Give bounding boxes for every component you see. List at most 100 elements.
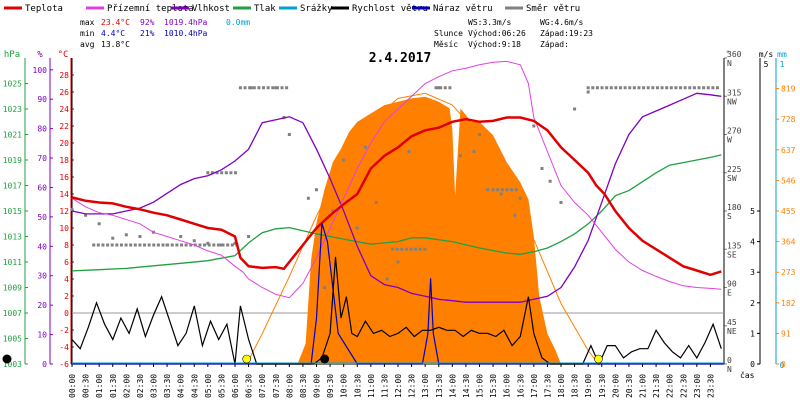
x-tick-label: 15:30 [489,374,498,398]
wind-direction-tick-label: 135 [727,241,742,250]
wind-direction-point [234,171,238,175]
wind-direction-point [437,86,441,90]
x-axis-label: čas [740,370,755,380]
x-tick-label: 03:30 [163,374,172,398]
pressure-tick-label: 1013 [3,233,22,242]
solar-tick-label: 546 [781,176,796,185]
wind-direction-point [243,86,247,90]
wind-direction-point [138,243,142,247]
wind-direction-tick-label: 0 [727,356,732,365]
sunset-marker [594,354,603,364]
right-axes: 0N45NE90E135SE180S225SW270W315NW360N0123… [724,50,796,374]
wind-direction-point [496,188,500,192]
wind-direction-point [363,145,367,149]
x-tick-label: 02:00 [122,374,131,398]
wind-direction-point [605,86,609,90]
solar-tick-label: 728 [781,115,796,124]
wind-direction-point [179,243,183,247]
x-tick-label: 18:00 [557,374,566,398]
wind-direction-tick-label: 225 [727,165,742,174]
x-tick-label: 16:30 [516,374,525,398]
wind-direction-point [586,86,590,90]
x-tick-label: 01:30 [109,374,118,398]
wind-direction-tick-dir: NW [727,97,737,106]
wind-direction-point [342,158,346,162]
x-tick-label: 06:00 [231,374,240,398]
wind-direction-point [165,243,169,247]
wind-direction-point [395,247,399,251]
ground-temperature-line [71,60,722,299]
wind-direction-point [124,243,128,247]
x-tick-label: 06:30 [245,374,254,398]
wind-speed-tick-label: 2 [750,299,755,308]
x-tick-label: 12:30 [408,374,417,398]
wind-direction-point [323,286,327,289]
wind-direction-point [651,86,655,90]
x-tick-label: 10:00 [340,374,349,398]
wind-direction-point [111,236,115,240]
temperature-tick-label: 22 [59,122,69,131]
temperature-tick-label: 26 [59,88,69,97]
sunrise-marker [242,354,251,364]
stats-max-pressure: 1019.4hPa [164,18,208,27]
wind-direction-tick-dir: N [727,365,732,374]
wind-direction-point [257,86,261,90]
wind-direction-tick-dir: SE [727,250,737,259]
x-tick-label: 08:00 [285,374,294,398]
stats-max-humidity: 92% [140,18,155,27]
legend-wind-gust: Náraz větru [433,4,493,14]
wind-speed-tick-label: 5 [750,207,755,216]
x-tick-label: 22:00 [666,374,675,398]
wind-speed-line [71,256,722,366]
wind-direction-point [595,86,599,90]
moon-label: Měsíc [434,40,458,49]
x-tick-label: 00:00 [68,374,77,398]
wind-direction-point [443,86,447,90]
legend-rain: Srážky [300,4,333,14]
x-tick-label: 17:00 [530,374,539,398]
x-tick-label: 10:30 [353,374,362,398]
rain-unit: mm [777,50,787,59]
temperature-tick-label: 10 [59,224,69,233]
temperature-tick-label: 14 [59,190,69,199]
solar-tick-label: 637 [781,146,796,155]
wind-direction-point [306,196,310,200]
x-tick-label: 23:00 [693,374,702,398]
wind-direction-point [391,247,395,251]
wind-direction-point [491,188,495,192]
x-tick-label: 04:00 [177,374,186,398]
chart-title: 2.4.2017 [369,51,432,66]
pressure-line [71,154,722,272]
wind-direction-point [434,86,438,90]
wind-direction-point [252,86,256,90]
wind-speed-tick-label: 4 [750,238,755,247]
temperature-line [71,116,722,277]
wind-direction-point [179,235,183,238]
wind-direction-point [715,86,719,90]
temperature-tick-label: 12 [59,207,69,216]
temperature-tick-label: 2 [64,292,69,301]
moon-set: Západ: [540,40,569,49]
x-tick-label: 03:00 [150,374,159,398]
wind-direction-point [248,86,252,90]
wind-direction-point [688,86,692,90]
wind-direction-point [540,167,544,170]
wind-direction-point [119,243,123,247]
moon-marker-left [2,354,12,364]
wind-direction-point [226,243,230,247]
wind-direction-point [287,133,291,136]
wind-speed-unit: m/s [759,50,774,59]
wind-direction-point [618,86,622,90]
sun-rise: Východ:06:26 [468,29,526,38]
wind-direction-point [220,171,224,175]
wind-direction-point [212,243,216,247]
temperature-tick-label: 0 [64,309,69,318]
wind-direction-point [439,86,443,90]
wind-direction-tick-dir: N [727,59,732,68]
wind-direction-point [478,133,481,136]
wind-direction-tick-label: 315 [727,88,742,97]
humidity-tick-label: 30 [37,272,47,281]
wind-direction-point [510,188,514,192]
wind-direction-point [331,209,335,213]
temperature-tick-label: -4 [59,343,69,352]
